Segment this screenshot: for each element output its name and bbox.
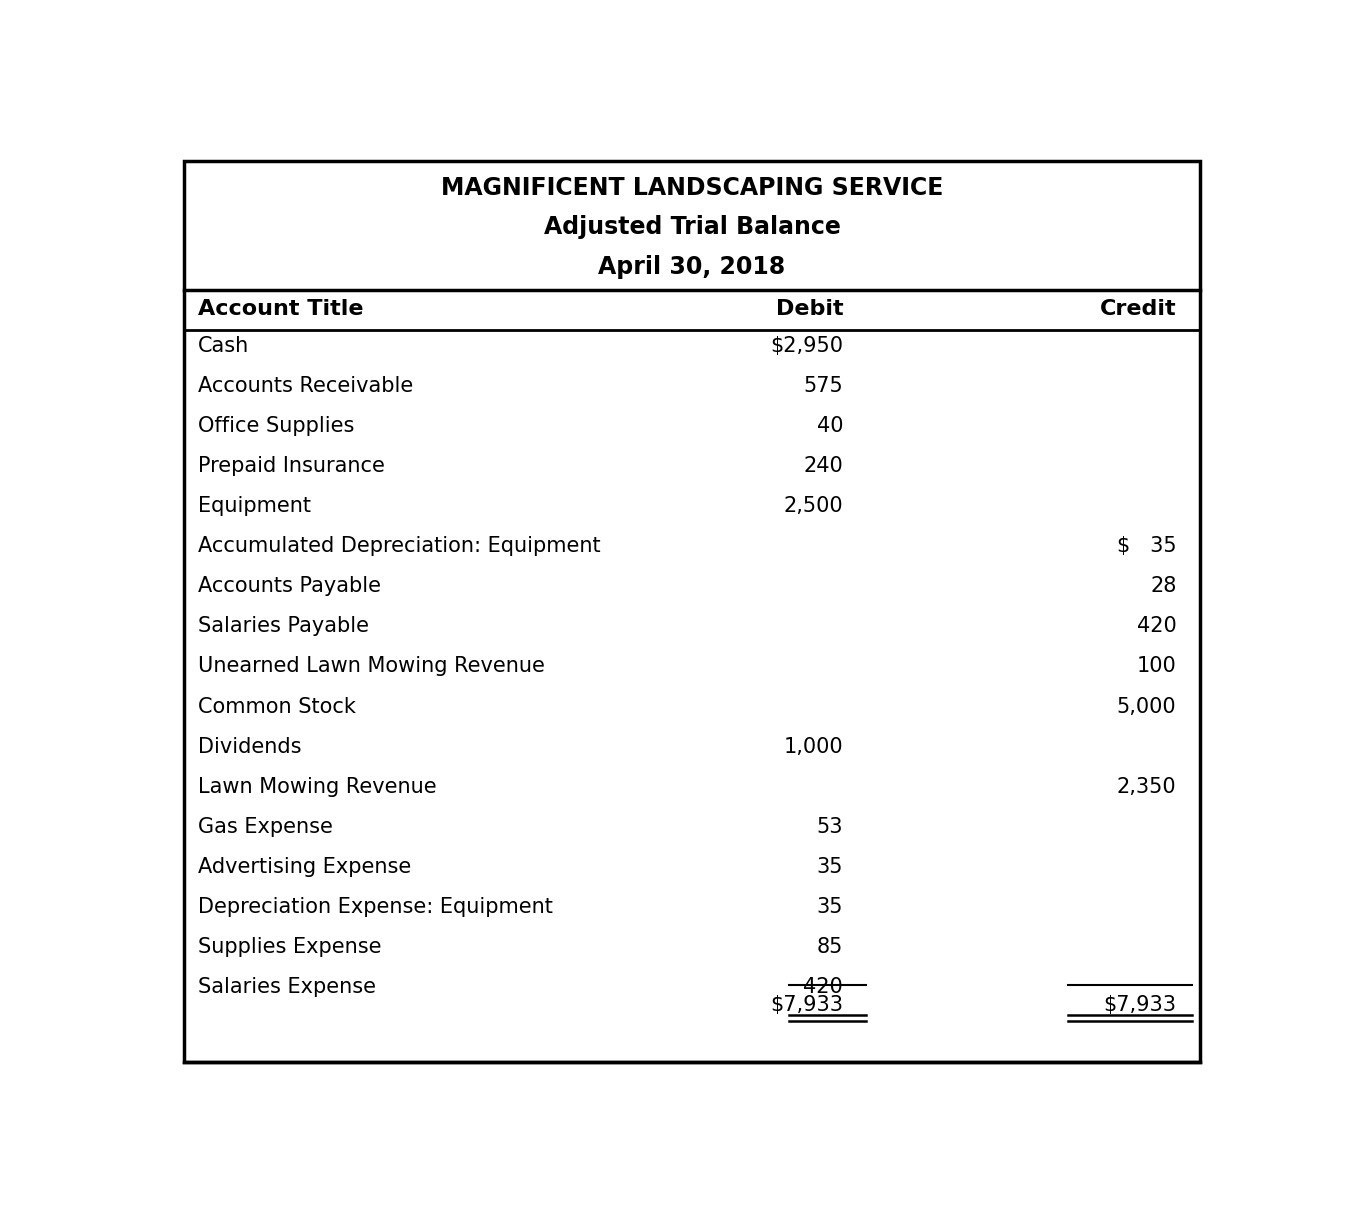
Text: 40: 40: [816, 416, 843, 437]
Text: Salaries Payable: Salaries Payable: [199, 616, 369, 636]
Text: Supplies Expense: Supplies Expense: [199, 937, 382, 957]
Text: Account Title: Account Title: [199, 299, 363, 319]
Text: $   35: $ 35: [1117, 536, 1177, 557]
Text: 2,500: 2,500: [784, 496, 843, 517]
Text: 575: 575: [804, 376, 843, 396]
Text: Unearned Lawn Mowing Revenue: Unearned Lawn Mowing Revenue: [199, 657, 546, 676]
Text: Equipment: Equipment: [199, 496, 311, 517]
Text: 420: 420: [804, 976, 843, 997]
Text: 35: 35: [816, 857, 843, 877]
Text: 420: 420: [1136, 616, 1177, 636]
Text: Cash: Cash: [199, 336, 250, 356]
Text: Salaries Expense: Salaries Expense: [199, 976, 377, 997]
Text: 85: 85: [817, 937, 843, 957]
Text: 100: 100: [1136, 657, 1177, 676]
Text: Debit: Debit: [775, 299, 843, 319]
Text: Accounts Receivable: Accounts Receivable: [199, 376, 413, 396]
Text: Prepaid Insurance: Prepaid Insurance: [199, 456, 385, 477]
Text: Accounts Payable: Accounts Payable: [199, 576, 381, 597]
Text: Office Supplies: Office Supplies: [199, 416, 355, 437]
Text: $7,933: $7,933: [770, 996, 843, 1015]
Text: Common Stock: Common Stock: [199, 697, 357, 716]
Text: 1,000: 1,000: [784, 737, 843, 756]
Text: 5,000: 5,000: [1117, 697, 1177, 716]
Text: Adjusted Trial Balance: Adjusted Trial Balance: [543, 214, 840, 238]
Text: Advertising Expense: Advertising Expense: [199, 857, 412, 877]
Text: April 30, 2018: April 30, 2018: [598, 254, 786, 278]
Text: Credit: Credit: [1100, 299, 1177, 319]
Text: 35: 35: [816, 897, 843, 917]
Text: 2,350: 2,350: [1117, 777, 1177, 796]
Text: 240: 240: [804, 456, 843, 477]
Text: Dividends: Dividends: [199, 737, 301, 756]
FancyBboxPatch shape: [184, 161, 1201, 1061]
Text: Depreciation Expense: Equipment: Depreciation Expense: Equipment: [199, 897, 553, 917]
Text: Accumulated Depreciation: Equipment: Accumulated Depreciation: Equipment: [199, 536, 601, 557]
Text: Gas Expense: Gas Expense: [199, 817, 334, 836]
Text: $7,933: $7,933: [1104, 996, 1177, 1015]
Text: Lawn Mowing Revenue: Lawn Mowing Revenue: [199, 777, 436, 796]
Text: 53: 53: [816, 817, 843, 836]
Text: 28: 28: [1150, 576, 1177, 597]
Text: MAGNIFICENT LANDSCAPING SERVICE: MAGNIFICENT LANDSCAPING SERVICE: [440, 175, 943, 200]
Text: $2,950: $2,950: [770, 336, 843, 356]
